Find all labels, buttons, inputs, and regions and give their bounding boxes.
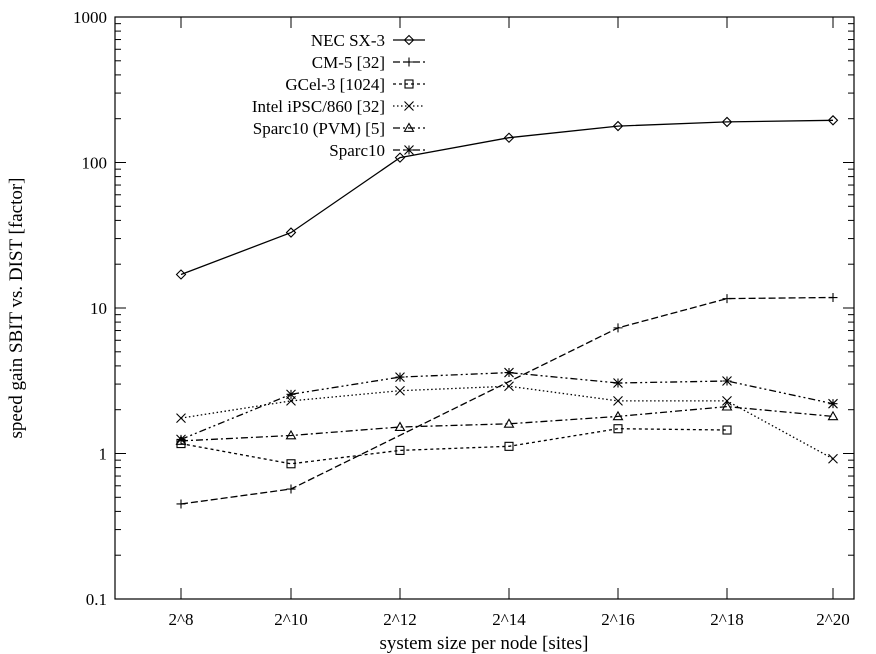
series-1 xyxy=(176,293,838,509)
data-point xyxy=(395,372,405,382)
series-line xyxy=(180,296,834,505)
data-point xyxy=(722,395,732,406)
data-point xyxy=(503,132,515,144)
legend-marker xyxy=(404,101,414,111)
y-axis: 0.1 1 10 100 1000 xyxy=(73,8,854,609)
legend-entry: GCel-3 [1024] xyxy=(285,75,425,94)
legend-marker xyxy=(403,122,415,132)
data-point xyxy=(612,120,624,132)
legend-marker xyxy=(404,145,414,155)
data-point xyxy=(613,378,623,388)
data-point xyxy=(175,435,187,445)
series-5 xyxy=(176,367,838,445)
x-tick-label: 2^18 xyxy=(710,610,743,629)
data-point xyxy=(613,395,623,406)
y-axis-label: speed gain SBIT vs. DIST [factor] xyxy=(6,177,27,438)
data-point xyxy=(395,445,405,455)
series-0 xyxy=(175,115,839,280)
data-point xyxy=(721,116,733,128)
y-tick-label: 10 xyxy=(90,299,107,318)
legend-label: Sparc10 xyxy=(329,141,385,160)
plot-frame xyxy=(114,16,855,600)
legend-label: CM-5 [32] xyxy=(312,53,385,72)
y-tick-label: 0.1 xyxy=(86,590,107,609)
x-tick-label: 2^8 xyxy=(169,610,194,629)
legend-label: Sparc10 (PVM) [5] xyxy=(253,119,385,138)
y-tick-label: 100 xyxy=(82,154,108,173)
y-tick-label: 1000 xyxy=(73,8,107,27)
x-tick-label: 2^10 xyxy=(274,610,307,629)
data-point xyxy=(504,441,514,451)
data-point xyxy=(176,499,186,509)
series-line xyxy=(180,405,834,442)
legend-marker xyxy=(404,79,414,89)
data-point xyxy=(286,484,296,494)
x-tick-label: 2^20 xyxy=(816,610,849,629)
data-point xyxy=(395,385,405,396)
data-point xyxy=(285,227,297,238)
legend-marker xyxy=(404,57,414,67)
legend-entry: NEC SX-3 xyxy=(311,31,425,50)
data-point xyxy=(722,294,732,304)
x-tick-label: 2^12 xyxy=(383,610,416,629)
data-point xyxy=(722,376,732,386)
data-point xyxy=(828,398,838,409)
data-point xyxy=(722,425,732,435)
data-point xyxy=(285,429,297,440)
data-point xyxy=(504,381,514,392)
legend-label: NEC SX-3 xyxy=(311,31,385,50)
legend: NEC SX-3 CM-5 [32] GCel-3 [1024] Intel iPSC… xyxy=(252,31,425,160)
data-point xyxy=(286,389,296,400)
data-point xyxy=(175,269,187,280)
data-point xyxy=(613,424,623,434)
legend-entry: Sparc10 (PVM) [5] xyxy=(253,119,425,138)
x-axis-label: system size per node [sites] xyxy=(380,633,589,654)
y-tick-label: 1 xyxy=(99,445,108,464)
x-tick-label: 2^14 xyxy=(492,610,526,629)
series-line xyxy=(180,119,834,276)
series-4 xyxy=(175,401,839,445)
data-point xyxy=(503,418,515,428)
data-point xyxy=(612,410,624,421)
data-point xyxy=(613,323,623,333)
x-axis: 2^8 2^10 2^12 2^14 2^16 2^18 2^20 xyxy=(169,17,850,629)
series-3 xyxy=(176,381,838,464)
x-tick-label: 2^16 xyxy=(601,610,634,629)
data-point xyxy=(176,434,186,445)
legend-label: GCel-3 [1024] xyxy=(285,75,385,94)
series-line xyxy=(180,428,728,465)
legend-entry: Intel iPSC/860 [32] xyxy=(252,97,425,116)
legend-marker xyxy=(403,34,415,46)
legend-entry: Sparc10 xyxy=(329,141,425,160)
data-point xyxy=(504,367,514,378)
data-point xyxy=(286,459,296,469)
data-point xyxy=(721,401,733,411)
data-point xyxy=(394,421,406,431)
data-point xyxy=(828,453,838,464)
data-point xyxy=(176,413,186,424)
legend-entry: CM-5 [32] xyxy=(312,53,425,72)
data-point xyxy=(394,152,406,163)
data-point xyxy=(827,115,839,126)
data-point xyxy=(828,293,838,303)
legend-label: Intel iPSC/860 [32] xyxy=(252,97,385,116)
series-2 xyxy=(176,424,732,469)
data-point xyxy=(827,410,839,421)
data-series xyxy=(175,115,839,509)
